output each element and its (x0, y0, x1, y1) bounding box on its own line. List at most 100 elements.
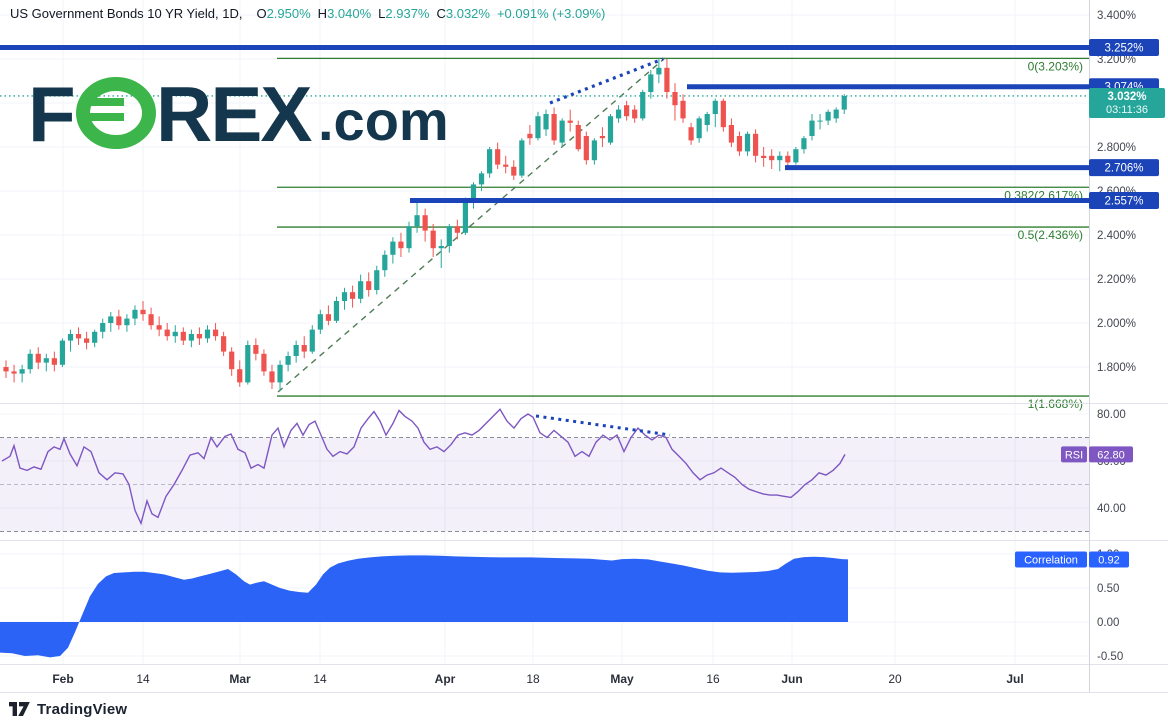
candle-body (567, 120, 573, 123)
candle-body (761, 155, 767, 158)
fib-label: 1(1.668%) (1028, 397, 1083, 411)
candle-body (116, 316, 122, 326)
candle-body (430, 230, 436, 249)
rsi-panel[interactable] (0, 408, 1089, 532)
candle-body (599, 136, 606, 139)
rsi-value-badge (1089, 446, 1133, 463)
axis-badges: 3.252%3.074%2.706%2.557%3.032%03:11:36RS… (1015, 39, 1165, 568)
candle-body (11, 371, 17, 374)
candle-body (841, 95, 847, 110)
ohlc-c: C3.032% (436, 6, 490, 21)
candle-body (124, 318, 130, 326)
candle-body (3, 367, 9, 372)
tradingview-logo-icon (9, 702, 30, 716)
candle-body (325, 314, 331, 321)
candle-body (470, 184, 477, 201)
rsi-divergence-line[interactable] (535, 414, 671, 437)
forex-watermark: F REX .com (28, 70, 449, 158)
candle-body (59, 340, 66, 365)
price-tick-label: 2.400% (1097, 230, 1136, 242)
time-axis-label: Jun (781, 672, 802, 686)
last-price-badge (1089, 87, 1165, 118)
candle-body (664, 67, 670, 92)
candle-body (349, 292, 356, 299)
candle-body (382, 254, 388, 271)
fib-trendline[interactable] (277, 57, 666, 393)
candle-body (269, 371, 275, 383)
watermark-rex: REX (156, 70, 312, 158)
ohlc-h: H3.040% (317, 6, 372, 21)
candle-body (543, 114, 549, 130)
svg-text:0.92: 0.92 (1098, 554, 1119, 566)
candle-body (833, 109, 839, 119)
svg-text:Correlation: Correlation (1024, 554, 1078, 566)
correlation-panel[interactable] (0, 555, 848, 658)
candle-body (615, 109, 622, 119)
countdown-timer: 03:11:36 (1106, 104, 1148, 116)
candle-body (607, 116, 614, 143)
candle-body (640, 92, 646, 119)
candle-body (358, 281, 364, 299)
candle-body (462, 200, 469, 233)
price-tick-label: 3.200% (1097, 54, 1136, 66)
panel-separators (0, 0, 1168, 693)
fib-retracement[interactable]: 0(3.203%)0.382(2.617%)0.5(2.436%)1(1.668… (277, 57, 1089, 411)
price-tick-label: 2.000% (1097, 318, 1136, 330)
candle-body (688, 127, 694, 141)
time-axis-label: Mar (229, 672, 251, 686)
svg-text:2.557%: 2.557% (1104, 195, 1143, 207)
candle-body (19, 369, 25, 374)
rsi-line[interactable] (1, 408, 846, 526)
ohlc-l: L2.937% (378, 6, 430, 21)
candle-body (341, 292, 348, 301)
correlation-tick-label: -0.50 (1097, 651, 1123, 663)
resistance-levels[interactable] (0, 45, 1089, 203)
rsi-name-badge (1061, 446, 1087, 463)
candle-body (495, 149, 501, 165)
candle-body (75, 334, 82, 339)
time-axis-label: Feb (52, 672, 73, 686)
correlation-value-badge (1089, 551, 1129, 568)
svg-text:RSI: RSI (1065, 449, 1083, 461)
watermark-f: F (28, 70, 76, 158)
change-value: +0.091% (+3.09%) (496, 6, 606, 21)
candle-body (817, 120, 823, 122)
correlation-name-badge (1015, 551, 1087, 568)
tradingview-attribution[interactable]: TradingView (8, 699, 127, 719)
correlation-area[interactable] (0, 555, 848, 658)
time-axis[interactable]: Feb 14 Mar 14 Apr 18 May 16 Jun 20 Jul (52, 672, 1023, 686)
candle-body (736, 136, 743, 152)
candle-body (624, 105, 630, 117)
level-price-badge (1089, 39, 1159, 57)
candle-body (825, 111, 831, 121)
time-axis-label: 14 (136, 672, 150, 686)
candle-body (422, 215, 428, 231)
candle-body (632, 109, 638, 119)
candle-body (309, 329, 315, 352)
candles-layer[interactable] (3, 58, 847, 392)
candle-body (454, 226, 460, 233)
candle-body (527, 133, 533, 139)
candle-body (333, 301, 340, 321)
candle-body (680, 100, 686, 119)
candle-body (769, 155, 775, 161)
candle-body (535, 116, 541, 139)
candle-body (108, 316, 114, 323)
svg-text:3.252%: 3.252% (1104, 43, 1143, 55)
candle-body (414, 215, 420, 227)
candle-body (84, 338, 90, 343)
candle-body (511, 166, 517, 176)
dotted-trendline[interactable] (549, 57, 664, 105)
candle-body (156, 325, 162, 330)
ohlc-values: O2.950% H3.040% L2.937% C3.032% +0.091% (+3.… (256, 6, 605, 21)
symbol-title[interactable]: US Government Bonds 10 YR Yield, 1D, (10, 6, 243, 21)
time-axis-label: Jul (1006, 672, 1023, 686)
candle-body (648, 74, 654, 92)
candle-body (366, 281, 372, 290)
symbol-header[interactable]: US Government Bonds 10 YR Yield, 1D, O2.9… (10, 6, 605, 21)
watermark-com: .com (318, 89, 449, 152)
candle-body (100, 323, 106, 332)
fib-label: 0.5(2.436%) (1018, 228, 1083, 242)
candle-body (785, 155, 791, 163)
